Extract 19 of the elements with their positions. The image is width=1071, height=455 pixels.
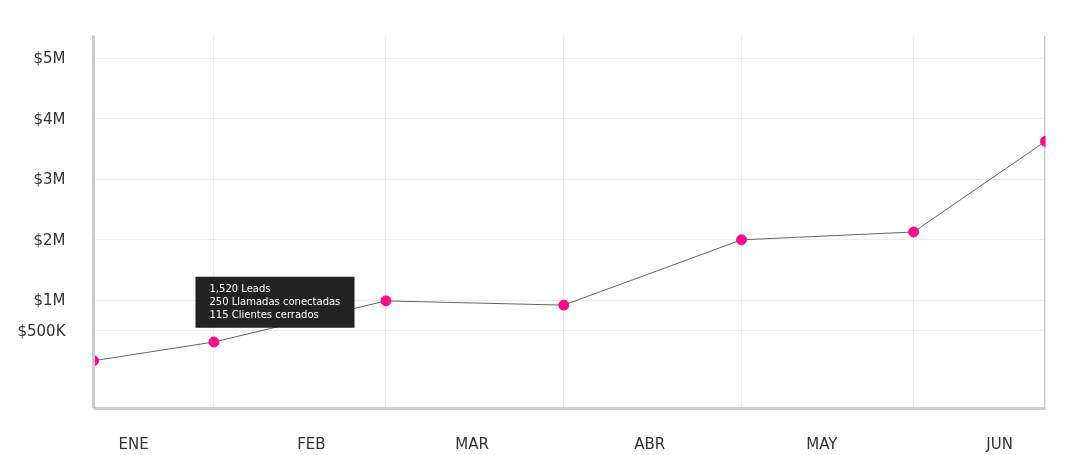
y-tick-label: $4M (33, 109, 66, 128)
point (208, 336, 220, 348)
y-tick-label: $3M (33, 170, 66, 189)
x-tick-label: FEB (297, 434, 326, 453)
y-tick-label: $500K (17, 321, 67, 340)
y-tick-label: $5M (33, 49, 66, 68)
x-tick-label: MAY (806, 434, 839, 453)
point (736, 234, 748, 246)
point (380, 295, 392, 307)
x-tick-label: ENE (118, 434, 149, 453)
annotation: 1,520 Leads (209, 283, 271, 295)
annotation: 115 Clientes cerrados (209, 309, 319, 321)
annotation: 250 Llamadas conectadas (209, 296, 341, 308)
y-tick-label: $2M (33, 230, 66, 249)
x-tick-label: JUN (985, 434, 1013, 453)
y-tick-label: $1M (33, 291, 66, 310)
x-tick-label: MAR (455, 434, 489, 453)
point (908, 226, 920, 238)
x-tick-label: ABR (634, 434, 666, 453)
